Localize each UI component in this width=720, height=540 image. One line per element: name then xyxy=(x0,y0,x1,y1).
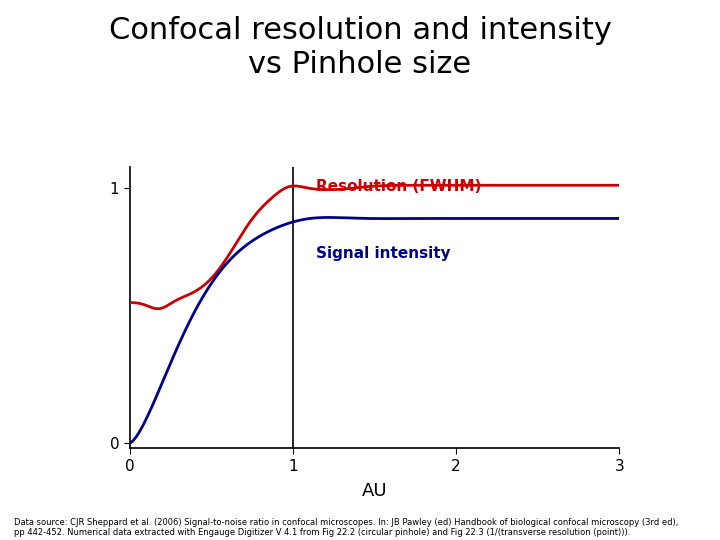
Text: Signal intensity: Signal intensity xyxy=(315,246,450,261)
X-axis label: AU: AU xyxy=(361,482,387,500)
Text: Resolution (FWHM): Resolution (FWHM) xyxy=(315,179,481,194)
Text: Data source: CJR Sheppard et al. (2006) Signal-to-noise ratio in confocal micros: Data source: CJR Sheppard et al. (2006) … xyxy=(14,518,679,537)
Text: Confocal resolution and intensity
vs Pinhole size: Confocal resolution and intensity vs Pin… xyxy=(109,16,611,79)
